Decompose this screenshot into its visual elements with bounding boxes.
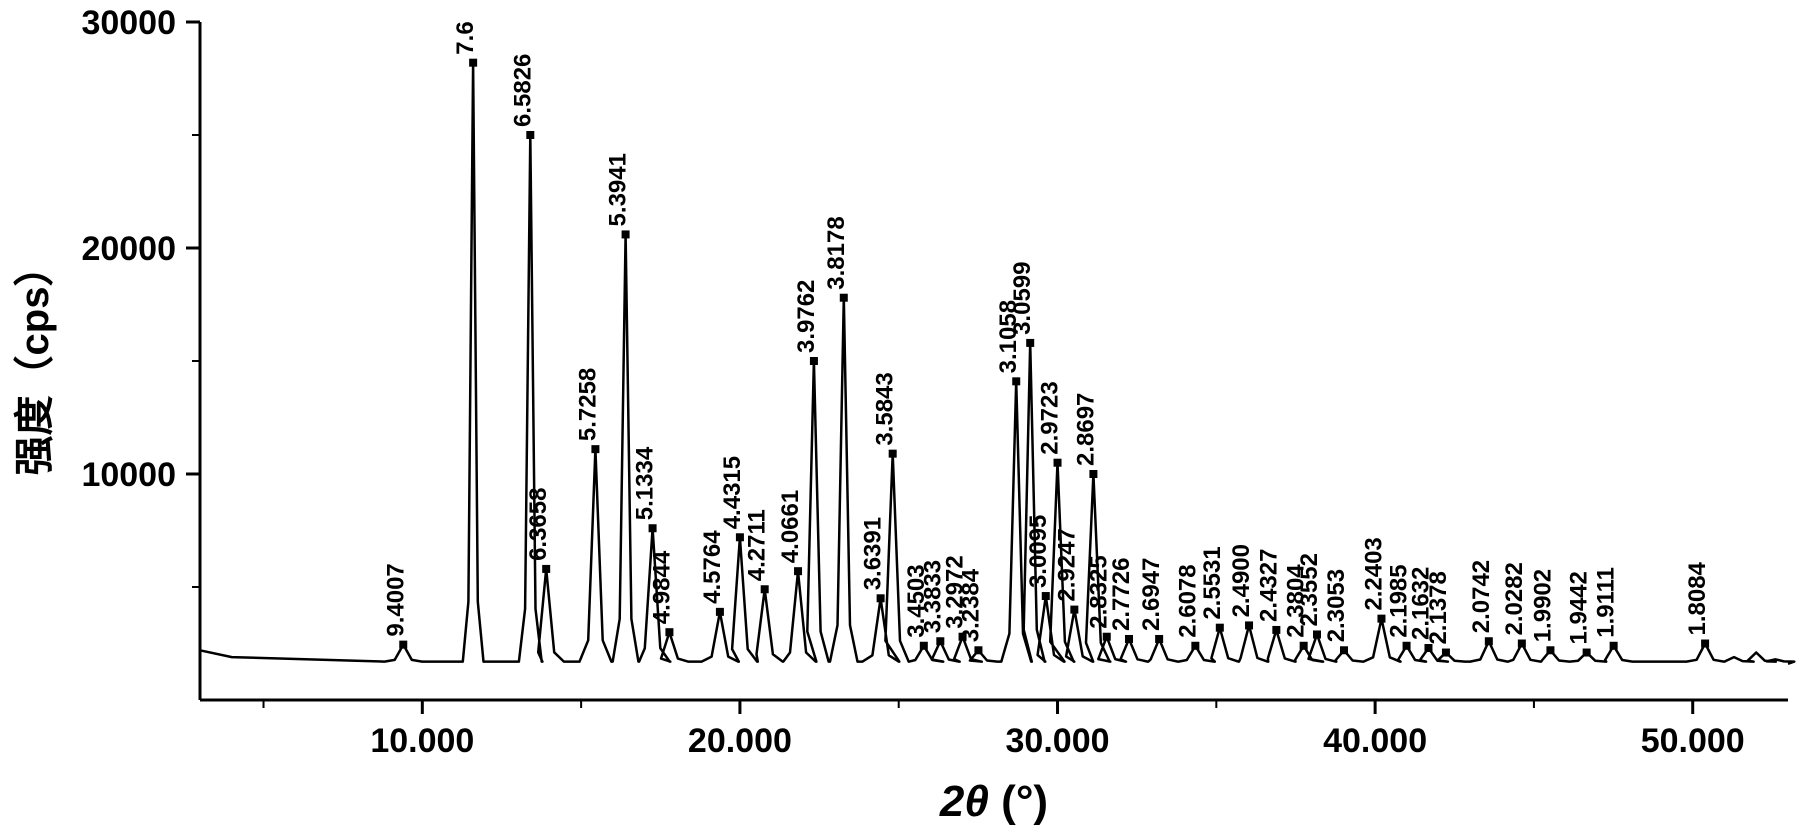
peak-label: 3.0095 (1025, 515, 1052, 588)
peak-label: 2.1378 (1425, 571, 1452, 644)
peak-label: 3.9762 (793, 280, 820, 353)
peak-label: 2.9723 (1037, 381, 1064, 454)
peak-marker (1340, 646, 1348, 654)
x-tick-label: 50.000 (1641, 722, 1745, 760)
x-tick-label: 20.000 (688, 722, 792, 760)
peak-label: 4.9844 (648, 550, 675, 624)
y-axis-title: 强度（cps） (13, 247, 57, 476)
peak-label: 2.7726 (1108, 558, 1135, 631)
peak-marker (920, 642, 928, 650)
peak-label: 3.2384 (957, 568, 984, 642)
peak-marker (794, 567, 802, 575)
peak-label: 7.6 (452, 21, 479, 54)
peak-marker (622, 230, 630, 238)
peak-label: 4.4315 (719, 456, 746, 529)
peak-marker (649, 524, 657, 532)
peak-marker (1485, 637, 1493, 645)
peak-marker (974, 646, 982, 654)
peak-marker (1089, 470, 1097, 478)
peak-label: 1.8084 (1684, 561, 1711, 635)
peak-marker (936, 637, 944, 645)
peak-label: 6.5826 (509, 54, 536, 127)
peak-marker (1610, 642, 1618, 650)
y-tick-label: 10000 (81, 456, 176, 494)
peak-marker (1403, 642, 1411, 650)
peak-label: 4.2711 (744, 509, 771, 581)
peak-marker (542, 565, 550, 573)
peak-label: 2.2403 (1360, 537, 1387, 610)
peak-marker (761, 585, 769, 593)
peak-marker (840, 294, 848, 302)
peak-label: 3.8178 (823, 216, 850, 289)
peak-label: 4.5764 (699, 530, 726, 604)
peak-marker (1546, 646, 1554, 654)
peak-label: 2.3053 (1323, 569, 1350, 642)
peak-marker (1042, 592, 1050, 600)
peak-label: 2.8697 (1072, 393, 1099, 466)
peak-label: 1.9442 (1566, 571, 1593, 644)
peak-label: 2.0742 (1468, 560, 1495, 633)
peak-marker (1518, 640, 1526, 648)
peak-marker (810, 357, 818, 365)
peak-label: 2.0282 (1501, 562, 1528, 635)
peak-marker (1377, 615, 1385, 623)
peak-marker (1442, 649, 1450, 657)
peak-marker (399, 641, 407, 649)
chart-svg: 10.000 20.000 30.000 40.000 50.000 10000 20000… (0, 0, 1804, 838)
peak-marker (889, 450, 897, 458)
peak-label: 9.4007 (382, 563, 409, 636)
peak-label: 2.4327 (1255, 549, 1282, 622)
peak-marker (716, 608, 724, 616)
peak-marker (1216, 624, 1224, 632)
peak-label: 2.3552 (1296, 553, 1323, 626)
peak-marker (1070, 606, 1078, 614)
peak-label: 5.1334 (632, 446, 659, 520)
peak-marker (1272, 626, 1280, 634)
y-tick-label: 20000 (81, 230, 176, 268)
x-tick-label: 40.000 (1323, 722, 1427, 760)
peak-marker (1300, 642, 1308, 650)
peak-marker (877, 594, 885, 602)
peak-label: 6.3658 (525, 488, 552, 561)
peak-marker (1155, 635, 1163, 643)
x-tick-label: 10.000 (370, 722, 474, 760)
peak-marker (1245, 621, 1253, 629)
peak-marker (1191, 642, 1199, 650)
peak-marker (1583, 649, 1591, 657)
peak-label: 4.0661 (777, 490, 804, 563)
peak-marker (1313, 630, 1321, 638)
peak-label: 2.5531 (1199, 546, 1226, 619)
peak-label: 5.7258 (574, 368, 601, 441)
peak-marker (526, 131, 534, 139)
x-axis-title: 2θ (°) (939, 777, 1048, 826)
peak-marker (1125, 635, 1133, 643)
peak-marker (1103, 633, 1111, 641)
peak-marker (665, 628, 673, 636)
peak-label: 1.9902 (1529, 569, 1556, 642)
peak-label: 2.9247 (1053, 528, 1080, 601)
peak-marker (1026, 339, 1034, 347)
peak-label: 3.6391 (860, 517, 887, 590)
peak-label: 1.9111 (1593, 567, 1620, 638)
peak-marker (1701, 640, 1709, 648)
peak-label: 2.6947 (1138, 558, 1165, 631)
peak-marker (591, 445, 599, 453)
peak-marker (1012, 377, 1020, 385)
x-tick-label: 30.000 (1006, 722, 1110, 760)
peak-label: 3.5843 (872, 372, 899, 445)
peak-label: 3.0599 (1009, 262, 1036, 335)
xrd-chart: 10.000 20.000 30.000 40.000 50.000 10000 20000… (0, 0, 1804, 838)
peak-marker (469, 59, 477, 67)
peak-label: 2.4900 (1228, 544, 1255, 617)
peak-label: 2.6078 (1174, 564, 1201, 637)
peak-marker (1054, 459, 1062, 467)
peak-label: 5.3941 (605, 153, 632, 226)
y-tick-label: 30000 (81, 4, 176, 42)
